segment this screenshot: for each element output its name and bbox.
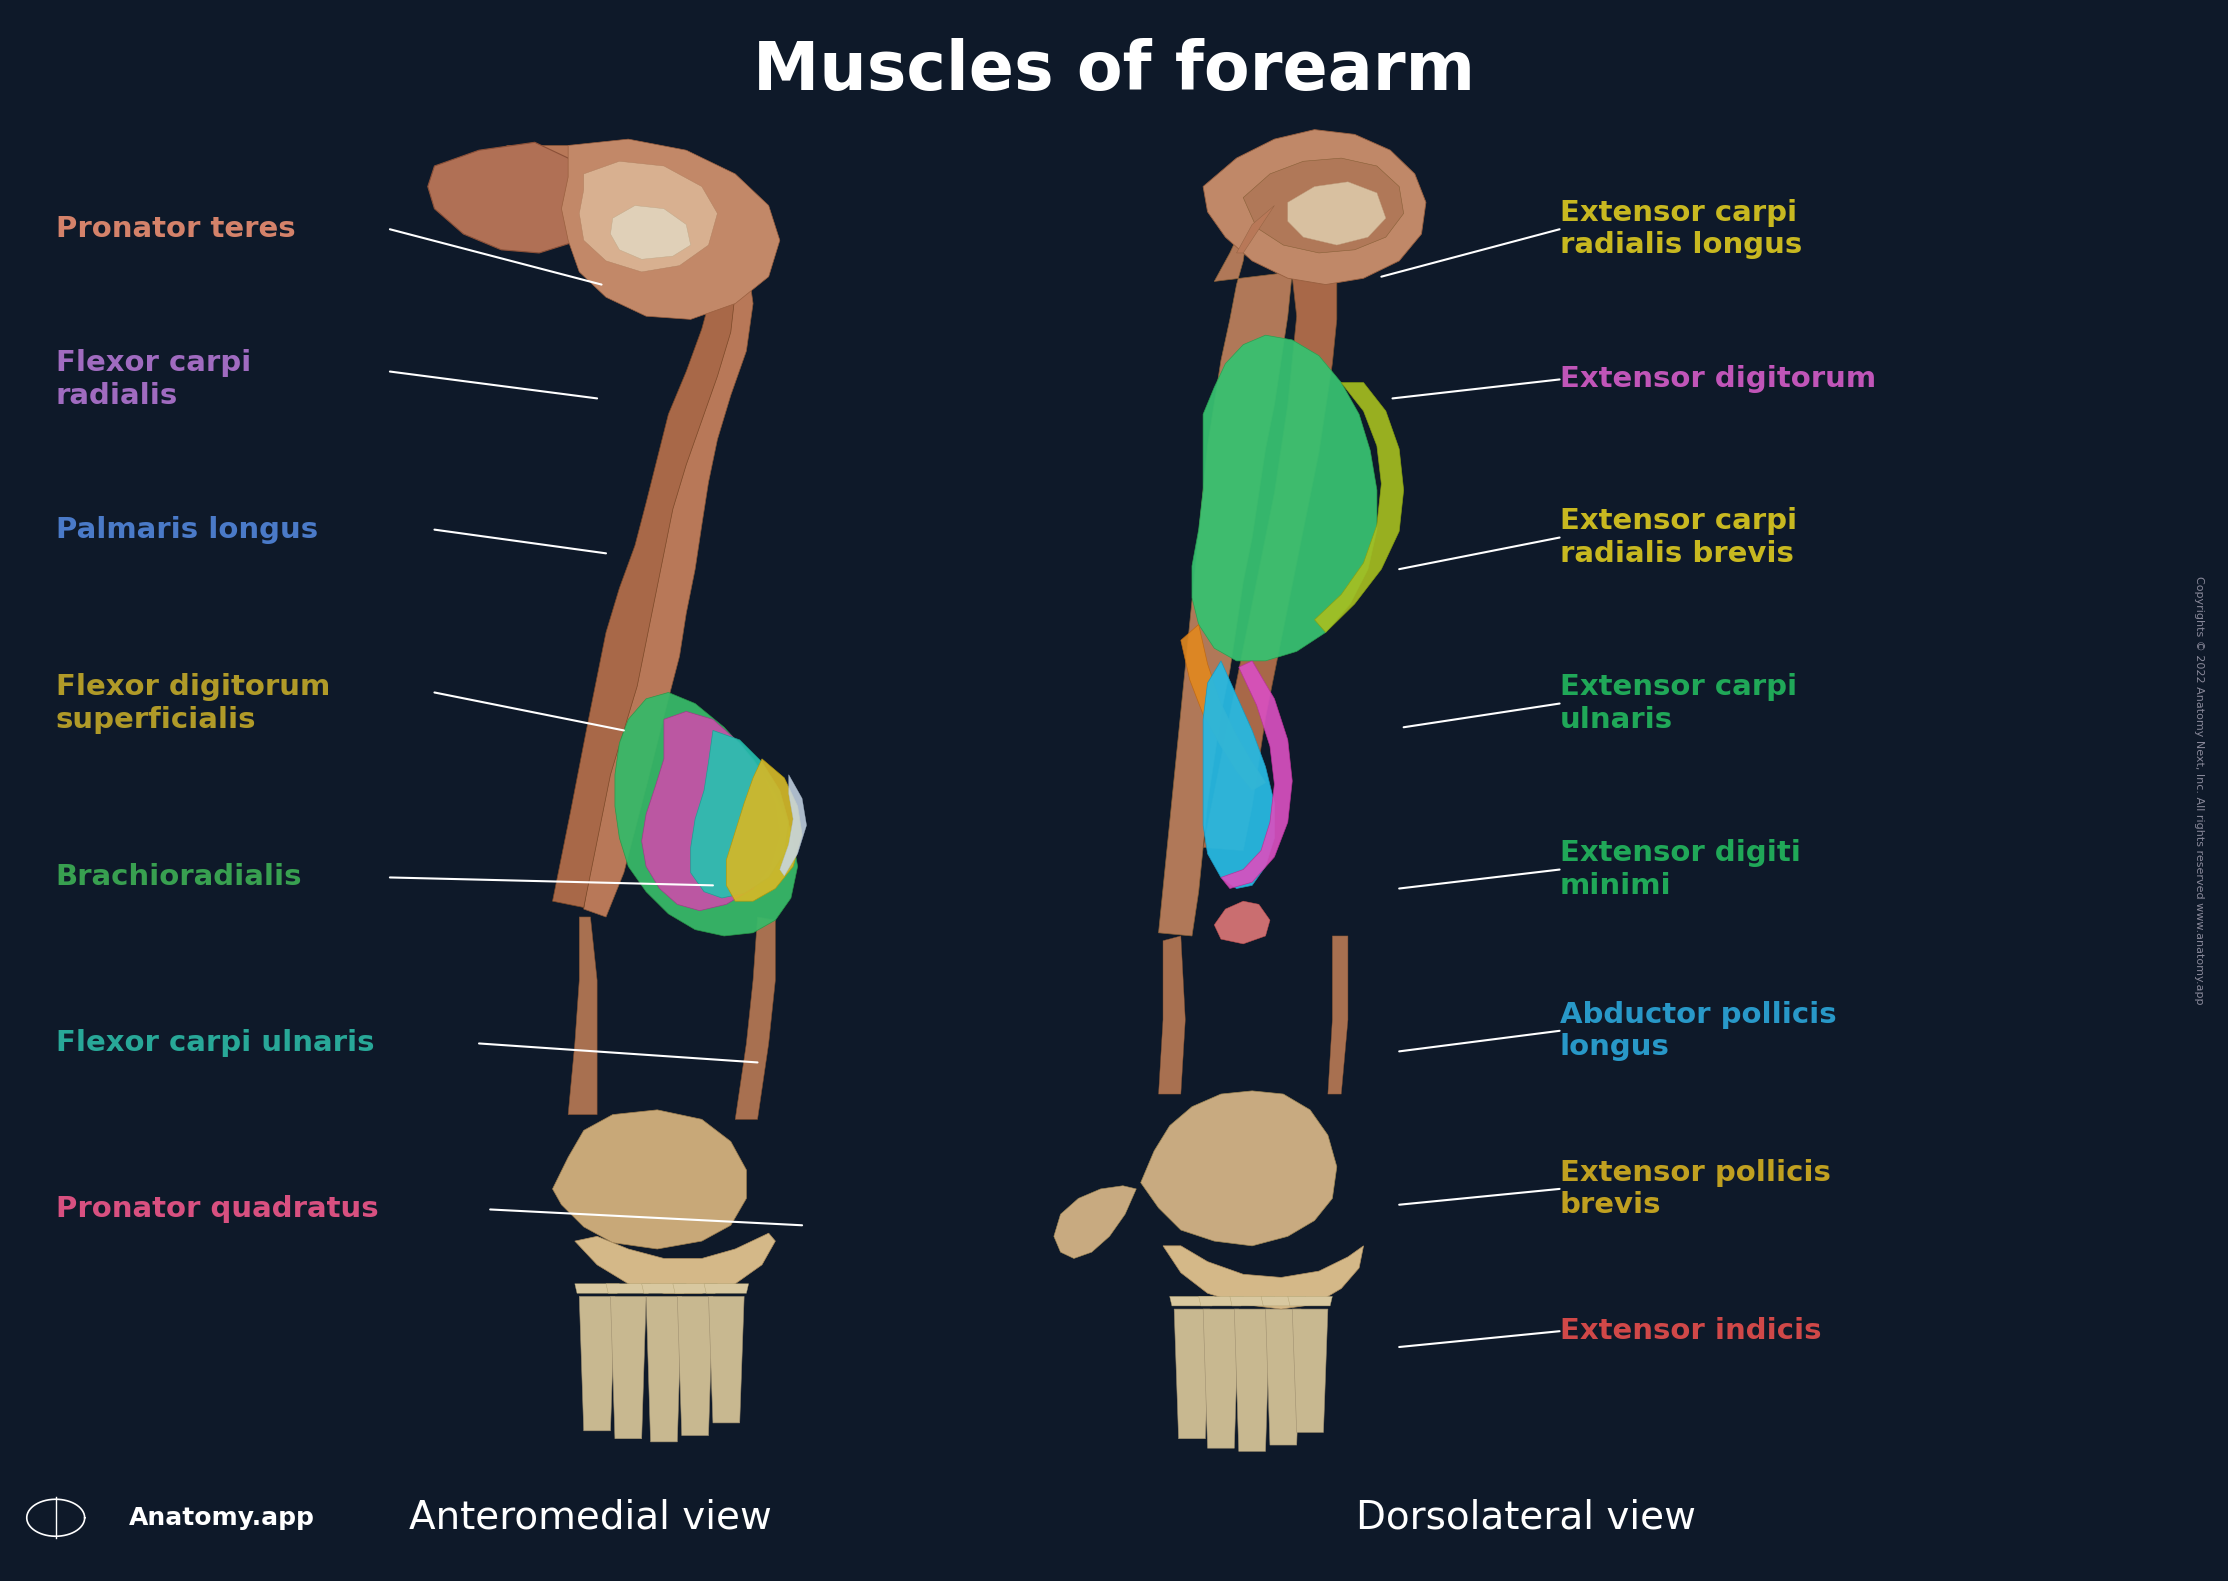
Polygon shape xyxy=(610,1296,646,1439)
Polygon shape xyxy=(1315,383,1404,632)
Polygon shape xyxy=(1141,1091,1337,1246)
Polygon shape xyxy=(1237,206,1274,253)
Text: Anatomy.app: Anatomy.app xyxy=(129,1505,314,1530)
Polygon shape xyxy=(1243,158,1404,253)
Polygon shape xyxy=(1159,198,1292,936)
Polygon shape xyxy=(561,139,780,319)
Polygon shape xyxy=(1170,1296,1214,1306)
Text: Palmaris longus: Palmaris longus xyxy=(56,515,319,544)
Text: Abductor pollicis
longus: Abductor pollicis longus xyxy=(1560,1001,1836,1061)
Polygon shape xyxy=(642,711,780,911)
Polygon shape xyxy=(1203,130,1426,285)
Polygon shape xyxy=(1261,1296,1306,1306)
Polygon shape xyxy=(704,1284,749,1293)
Polygon shape xyxy=(568,917,597,1115)
Polygon shape xyxy=(677,1296,713,1436)
Polygon shape xyxy=(610,206,691,259)
Polygon shape xyxy=(780,775,807,876)
Text: Extensor digiti
minimi: Extensor digiti minimi xyxy=(1560,840,1800,900)
Text: Flexor carpi ulnaris: Flexor carpi ulnaris xyxy=(56,1029,374,1058)
Polygon shape xyxy=(1181,624,1266,790)
Text: Extensor carpi
radialis longus: Extensor carpi radialis longus xyxy=(1560,199,1802,259)
Polygon shape xyxy=(673,1284,717,1293)
Polygon shape xyxy=(1288,182,1386,245)
Polygon shape xyxy=(1203,275,1337,851)
Text: Dorsolateral view: Dorsolateral view xyxy=(1357,1499,1696,1537)
Polygon shape xyxy=(691,730,789,898)
Polygon shape xyxy=(1292,1309,1328,1432)
Text: Pronator teres: Pronator teres xyxy=(56,215,296,243)
Polygon shape xyxy=(1054,1186,1136,1258)
Text: Brachioradialis: Brachioradialis xyxy=(56,863,303,892)
Polygon shape xyxy=(553,1110,746,1249)
Polygon shape xyxy=(1203,661,1274,889)
Polygon shape xyxy=(646,1296,682,1442)
Text: Extensor digitorum: Extensor digitorum xyxy=(1560,365,1876,394)
Text: Flexor carpi
radialis: Flexor carpi radialis xyxy=(56,349,252,409)
Polygon shape xyxy=(606,1284,651,1293)
Polygon shape xyxy=(1174,1309,1210,1439)
Text: Copyrights © 2022 Anatomy Next, Inc. All rights reserved www.anatomy.app: Copyrights © 2022 Anatomy Next, Inc. All… xyxy=(2195,575,2203,1006)
Polygon shape xyxy=(615,692,798,936)
Polygon shape xyxy=(428,142,597,253)
Text: Pronator quadratus: Pronator quadratus xyxy=(56,1195,379,1224)
Polygon shape xyxy=(441,145,753,917)
Text: Extensor carpi
ulnaris: Extensor carpi ulnaris xyxy=(1560,674,1796,734)
Text: Flexor digitorum
superficialis: Flexor digitorum superficialis xyxy=(56,674,330,734)
Polygon shape xyxy=(579,1296,615,1431)
Polygon shape xyxy=(1203,1309,1239,1448)
Text: Anteromedial view: Anteromedial view xyxy=(410,1499,771,1537)
Polygon shape xyxy=(1159,936,1185,1094)
Polygon shape xyxy=(709,1296,744,1423)
Polygon shape xyxy=(735,917,775,1119)
Polygon shape xyxy=(1328,936,1348,1094)
Polygon shape xyxy=(1192,335,1377,661)
Polygon shape xyxy=(1230,1296,1274,1306)
Text: Muscles of forearm: Muscles of forearm xyxy=(753,38,1475,104)
Polygon shape xyxy=(1163,1246,1364,1309)
Polygon shape xyxy=(1214,901,1270,944)
Polygon shape xyxy=(575,1233,775,1293)
Polygon shape xyxy=(1199,1296,1243,1306)
Polygon shape xyxy=(553,253,735,907)
Polygon shape xyxy=(1288,1296,1332,1306)
Polygon shape xyxy=(726,759,802,901)
Text: Extensor carpi
radialis brevis: Extensor carpi radialis brevis xyxy=(1560,508,1796,568)
Polygon shape xyxy=(642,1284,686,1293)
Text: Extensor pollicis
brevis: Extensor pollicis brevis xyxy=(1560,1159,1831,1219)
Text: Extensor indicis: Extensor indicis xyxy=(1560,1317,1820,1345)
Polygon shape xyxy=(1221,661,1292,889)
Polygon shape xyxy=(1266,1309,1301,1445)
Polygon shape xyxy=(579,161,717,272)
Polygon shape xyxy=(575,1284,619,1293)
Polygon shape xyxy=(1234,1309,1270,1451)
